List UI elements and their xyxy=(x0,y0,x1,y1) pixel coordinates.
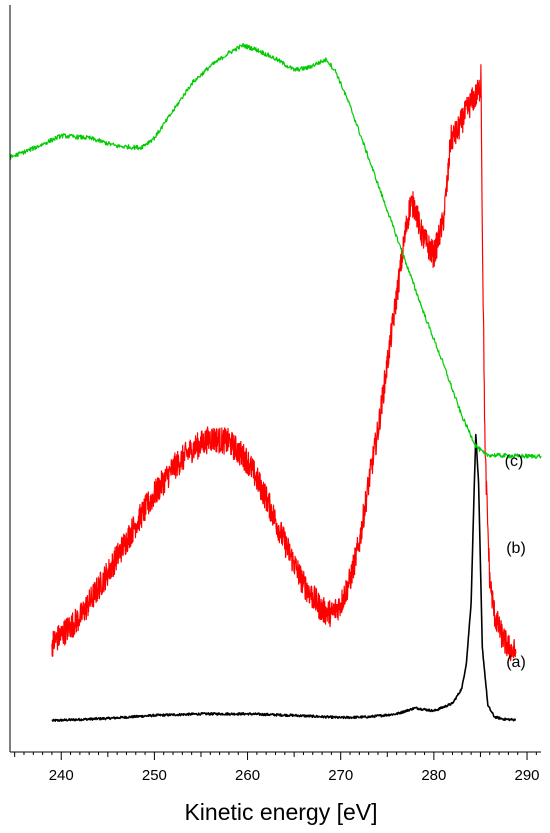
x-tick-label: 240 xyxy=(49,767,74,784)
series-line-a xyxy=(51,433,517,723)
series-line-b xyxy=(51,64,517,662)
x-tick-label: 290 xyxy=(515,767,540,784)
x-axis-label: Kinetic energy [eV] xyxy=(184,799,377,825)
series-line-c xyxy=(9,42,542,459)
plot-area xyxy=(9,42,542,723)
x-tick-label: 270 xyxy=(328,767,353,784)
x-tick-label: 260 xyxy=(235,767,260,784)
curve-labels: (a) (b) (c) xyxy=(505,453,526,671)
curve-label-b: (b) xyxy=(506,540,526,557)
x-axis: 240 250 260 270 280 290 xyxy=(9,5,541,784)
curve-label-c: (c) xyxy=(505,453,524,470)
curve-label-a: (a) xyxy=(506,654,526,671)
x-tick-label: 280 xyxy=(421,767,446,784)
x-tick-label: 250 xyxy=(142,767,167,784)
